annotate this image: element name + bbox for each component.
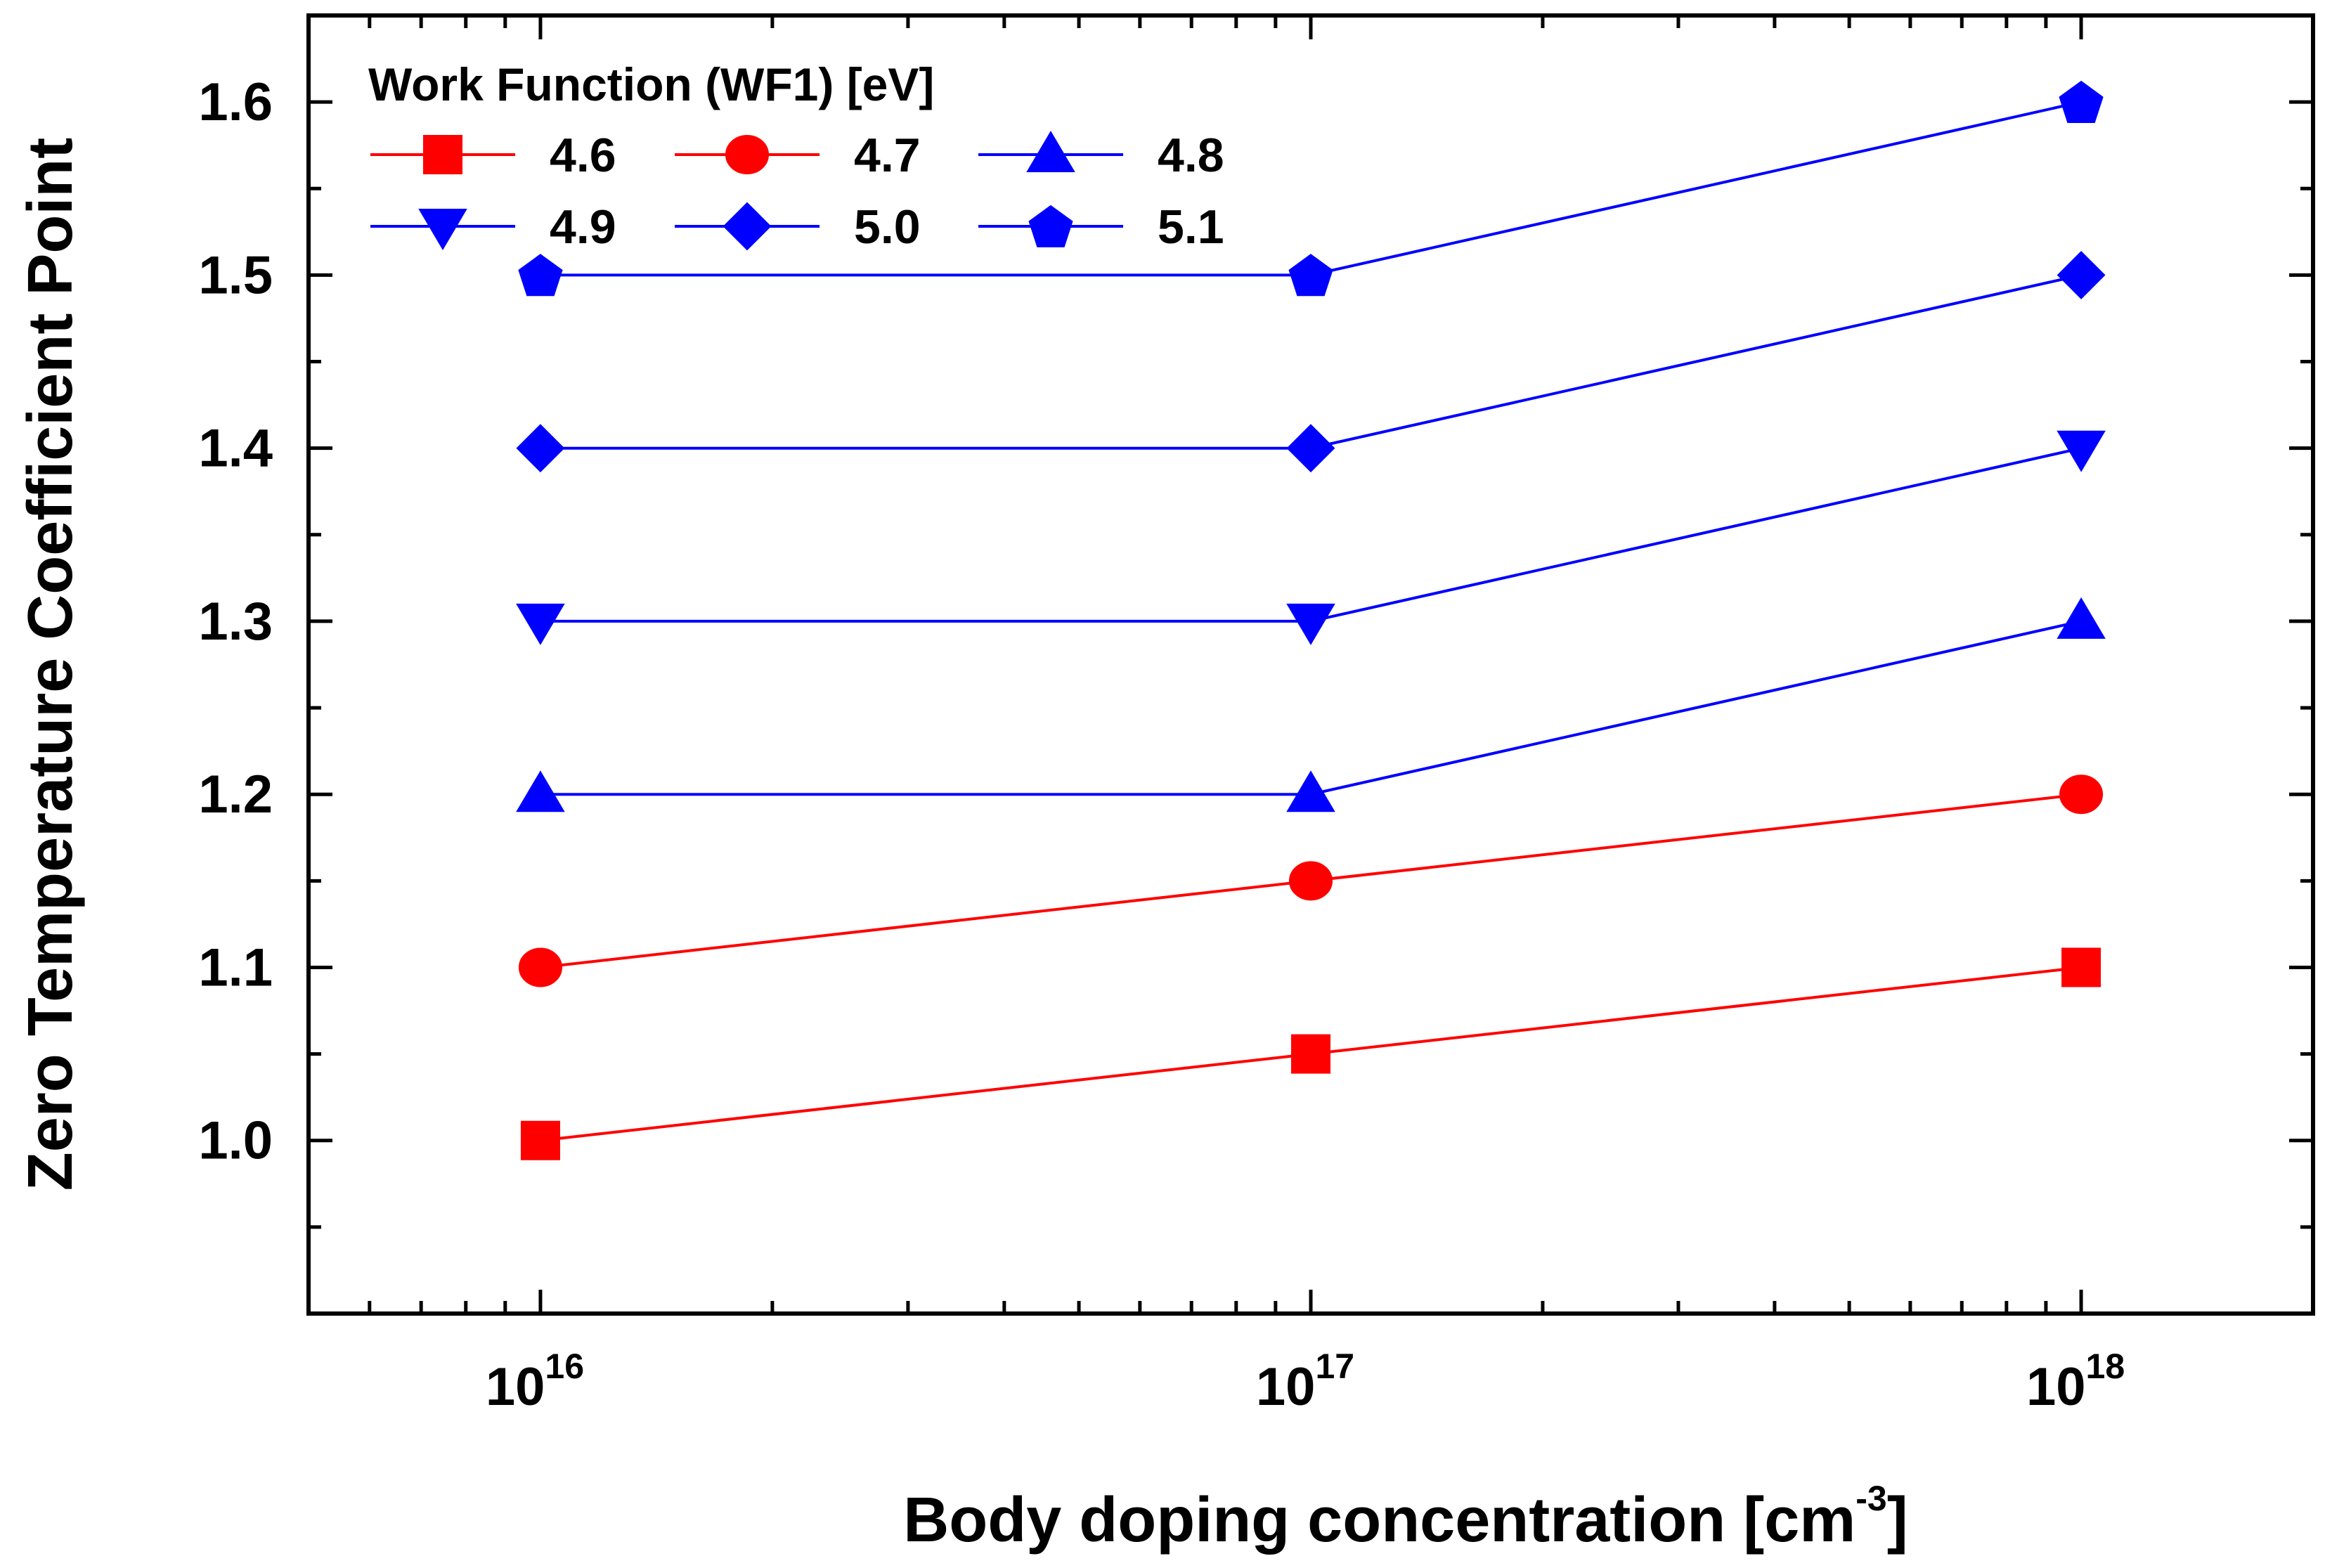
y-tick-label: 1.1 xyxy=(198,938,273,997)
circle-marker xyxy=(725,135,769,174)
circle-marker xyxy=(1289,861,1333,901)
x-tick-label: 1018 xyxy=(2026,1347,2125,1417)
series-4.8 xyxy=(516,597,2106,812)
series-line xyxy=(540,619,2082,796)
y-tick-label: 1.6 xyxy=(198,72,273,132)
triangle-down-marker xyxy=(516,603,565,645)
x-tick-label-exponent: 18 xyxy=(2086,1347,2125,1386)
series-line xyxy=(540,101,2082,277)
legend-item: 4.9 xyxy=(370,200,616,254)
legend-item: 4.8 xyxy=(978,129,1224,182)
y-tick-label: 1.2 xyxy=(198,765,273,824)
pentagon-marker xyxy=(518,254,563,297)
legend-label: 4.6 xyxy=(550,129,616,182)
x-tick-label: 1017 xyxy=(1256,1347,1354,1417)
series-line xyxy=(540,273,2082,450)
pentagon-marker xyxy=(2059,80,2104,123)
legend-item: 4.6 xyxy=(370,129,616,182)
x-tick-label-exponent: 17 xyxy=(1315,1347,1354,1386)
series-5.0 xyxy=(516,250,2106,473)
triangle-down-marker xyxy=(1286,603,1335,645)
triangle-up-marker xyxy=(516,770,565,812)
x-tick-label: 1016 xyxy=(486,1347,584,1417)
series-4.7 xyxy=(518,775,2104,987)
triangle-down-marker xyxy=(2057,430,2106,472)
x-axis-title-end: ] xyxy=(1887,1485,1908,1555)
x-tick-label-base: 10 xyxy=(2026,1357,2086,1417)
circle-marker xyxy=(518,947,562,987)
diamond-marker xyxy=(723,202,772,251)
x-tick-label-base: 10 xyxy=(486,1357,545,1417)
pentagon-marker xyxy=(1028,205,1073,247)
legend-label: 5.0 xyxy=(854,200,921,254)
triangle-up-marker xyxy=(2057,597,2106,639)
y-axis-title: Zero Temperature Coefficient Point xyxy=(15,138,86,1191)
y-tick-label: 1.4 xyxy=(198,419,273,479)
diamond-marker xyxy=(2057,250,2106,299)
square-marker xyxy=(1291,1034,1330,1074)
square-marker xyxy=(520,1120,560,1160)
x-axis-title-superscript: -3 xyxy=(1856,1479,1886,1518)
legend-item: 5.0 xyxy=(675,200,921,254)
series-5.1 xyxy=(518,80,2104,297)
circle-marker xyxy=(2059,775,2104,815)
series-layer xyxy=(516,80,2106,1160)
triangle-up-marker xyxy=(1286,770,1335,812)
x-tick-label-exponent: 16 xyxy=(545,1347,584,1386)
x-axis-title-main: Body doping concentration [cm xyxy=(903,1485,1856,1555)
legend-item: 4.7 xyxy=(675,129,921,182)
y-axis-ticks: 1.0 1.1 1.2 1.3 1.4 1.5 1.6 xyxy=(198,13,2313,1316)
legend-label: 4.9 xyxy=(550,200,616,254)
triangle-up-marker xyxy=(1026,131,1075,172)
square-marker xyxy=(423,135,462,174)
legend: Work Function (WF1) [eV] 4.6 4.7 4.8 4.9 5.0… xyxy=(368,58,1224,254)
x-axis-ticks: 1016 1017 1018 xyxy=(306,15,2315,1417)
legend-label: 4.8 xyxy=(1158,129,1224,182)
x-axis-title: Body doping concentration [cm-3] xyxy=(903,1479,1908,1555)
legend-title: Work Function (WF1) [eV] xyxy=(368,58,934,110)
legend-label: 5.1 xyxy=(1158,200,1224,254)
y-tick-label: 1.3 xyxy=(198,592,273,652)
series-4.6 xyxy=(520,947,2101,1160)
diamond-marker xyxy=(516,424,565,473)
legend-item: 5.1 xyxy=(978,200,1224,254)
x-tick-label-base: 10 xyxy=(1256,1357,1316,1417)
y-tick-label: 1.0 xyxy=(198,1111,273,1171)
diamond-marker xyxy=(1286,424,1335,473)
triangle-down-marker xyxy=(418,209,467,250)
legend-label: 4.7 xyxy=(854,129,921,182)
series-line xyxy=(540,446,2082,623)
series-4.9 xyxy=(516,430,2106,645)
y-tick-label: 1.5 xyxy=(198,245,273,305)
square-marker xyxy=(2061,947,2101,987)
pentagon-marker xyxy=(1288,254,1333,297)
